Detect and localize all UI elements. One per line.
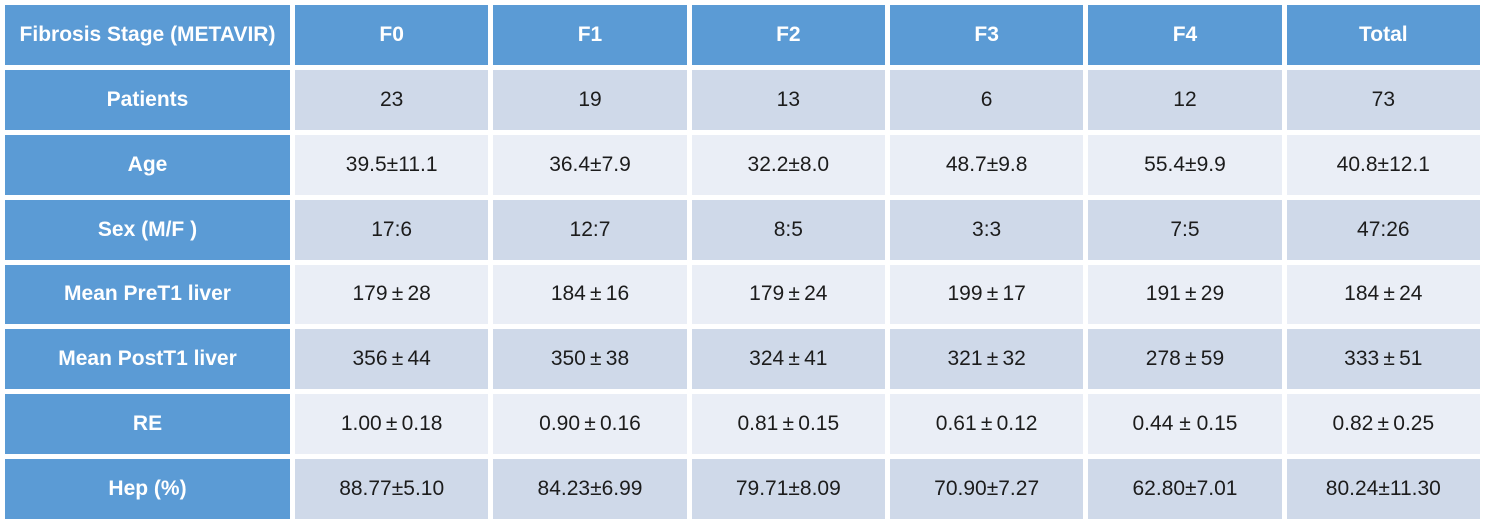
cell-postt1-f3: 321 ± 32: [889, 329, 1084, 390]
cell-patients-f4: 12: [1088, 69, 1282, 130]
cell-patients-f3: 6: [889, 69, 1084, 130]
cell-re-f0: 1.00 ± 0.18: [295, 394, 489, 455]
column-header-f4: F4: [1088, 5, 1282, 65]
cell-re-f3: 0.61 ± 0.12: [889, 394, 1084, 455]
table-row-hep: Hep (%) 88.77±5.10 84.23±6.99 79.71±8.09…: [5, 459, 1480, 519]
cell-sex-f2: 8:5: [691, 199, 885, 260]
column-header-total: Total: [1286, 5, 1480, 65]
cell-age-f4: 55.4±9.9: [1088, 134, 1282, 195]
cell-sex-f0: 17:6: [295, 199, 489, 260]
cell-pret1-f2: 179 ± 24: [691, 264, 885, 325]
column-header-f3: F3: [889, 5, 1084, 65]
cell-age-total: 40.8±12.1: [1286, 134, 1480, 195]
row-label-hep: Hep (%): [5, 459, 290, 519]
cell-age-f3: 48.7±9.8: [889, 134, 1084, 195]
table-row-age: Age 39.5±11.1 36.4±7.9 32.2±8.0 48.7±9.8…: [5, 134, 1480, 195]
header-row: Fibrosis Stage (METAVIR) F0 F1 F2 F3 F4 …: [5, 5, 1480, 65]
cell-re-f4: 0.44 ± 0.15: [1088, 394, 1282, 455]
cell-hep-f4: 62.80±7.01: [1088, 459, 1282, 519]
table-row-sex: Sex (M/F ) 17:6 12:7 8:5 3:3 7:5 47:26: [5, 199, 1480, 260]
cell-sex-f1: 12:7: [493, 199, 687, 260]
table-row-patients: Patients 23 19 13 6 12 73: [5, 69, 1480, 130]
cell-re-total: 0.82 ± 0.25: [1286, 394, 1480, 455]
cell-postt1-f2: 324 ± 41: [691, 329, 885, 390]
table-row-postt1: Mean PostT1 liver 356 ± 44 350 ± 38 324 …: [5, 329, 1480, 390]
cell-postt1-f1: 350 ± 38: [493, 329, 687, 390]
cell-sex-f4: 7:5: [1088, 199, 1282, 260]
table-row-pret1: Mean PreT1 liver 179 ± 28 184 ± 16 179 ±…: [5, 264, 1480, 325]
cell-patients-f0: 23: [295, 69, 489, 130]
cell-pret1-f4: 191 ± 29: [1088, 264, 1282, 325]
cell-hep-f0: 88.77±5.10: [295, 459, 489, 519]
cell-pret1-f3: 199 ± 17: [889, 264, 1084, 325]
row-label-re: RE: [5, 394, 290, 455]
cell-age-f0: 39.5±11.1: [295, 134, 489, 195]
cell-hep-f1: 84.23±6.99: [493, 459, 687, 519]
cell-pret1-f0: 179 ± 28: [295, 264, 489, 325]
cell-hep-f2: 79.71±8.09: [691, 459, 885, 519]
row-label-postt1: Mean PostT1 liver: [5, 329, 290, 390]
column-header-f2: F2: [691, 5, 885, 65]
cell-age-f2: 32.2±8.0: [691, 134, 885, 195]
header-corner-cell: Fibrosis Stage (METAVIR): [5, 5, 290, 65]
cell-patients-f1: 19: [493, 69, 687, 130]
cell-hep-total: 80.24±11.30: [1286, 459, 1480, 519]
cell-postt1-f0: 356 ± 44: [295, 329, 489, 390]
cell-re-f2: 0.81 ± 0.15: [691, 394, 885, 455]
cell-pret1-f1: 184 ± 16: [493, 264, 687, 325]
row-label-pret1: Mean PreT1 liver: [5, 264, 290, 325]
cell-postt1-total: 333 ± 51: [1286, 329, 1480, 390]
row-label-sex: Sex (M/F ): [5, 199, 290, 260]
cell-patients-f2: 13: [691, 69, 885, 130]
row-label-patients: Patients: [5, 69, 290, 130]
cell-hep-f3: 70.90±7.27: [889, 459, 1084, 519]
table-row-re: RE 1.00 ± 0.18 0.90 ± 0.16 0.81 ± 0.15 0…: [5, 394, 1480, 455]
cell-sex-f3: 3:3: [889, 199, 1084, 260]
cell-age-f1: 36.4±7.9: [493, 134, 687, 195]
cell-patients-total: 73: [1286, 69, 1480, 130]
cell-postt1-f4: 278 ± 59: [1088, 329, 1282, 390]
column-header-f0: F0: [295, 5, 489, 65]
cell-sex-total: 47:26: [1286, 199, 1480, 260]
cell-re-f1: 0.90 ± 0.16: [493, 394, 687, 455]
column-header-f1: F1: [493, 5, 687, 65]
cell-pret1-total: 184 ± 24: [1286, 264, 1480, 325]
row-label-age: Age: [5, 134, 290, 195]
